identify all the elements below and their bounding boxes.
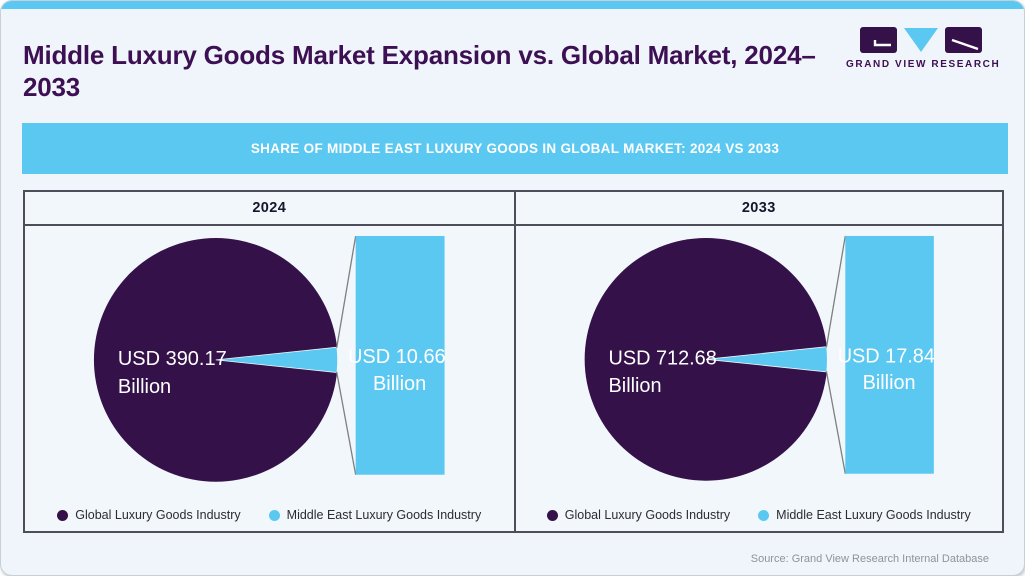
legend-2024: Global Luxury Goods Industry Middle East… bbox=[25, 508, 514, 522]
bar-value-label: USD 10.66 Billion bbox=[348, 346, 451, 395]
panel-2033: 2033 USD 712.68 Billion USD 17.84 Billio… bbox=[513, 192, 1003, 531]
logo-r-mark bbox=[951, 38, 979, 51]
pie-value-label: USD 390.17 Billion bbox=[118, 348, 232, 398]
pie-value-label: USD 712.68 Billion bbox=[608, 347, 722, 397]
legend-2033: Global Luxury Goods Industry Middle East… bbox=[516, 508, 1003, 522]
logo-left-block bbox=[860, 27, 897, 53]
panel-2024: 2024 USD 390.17 Billion USD 10.66 Billio… bbox=[25, 192, 514, 531]
section-banner: SHARE OF MIDDLE EAST LUXURY GOODS IN GLO… bbox=[22, 123, 1008, 174]
legend-item-middle-east: Middle East Luxury Goods Industry bbox=[758, 508, 971, 522]
global-legend-dot-icon bbox=[57, 509, 69, 521]
legend-item-middle-east: Middle East Luxury Goods Industry bbox=[268, 508, 482, 522]
middle-east-legend-dot-icon bbox=[758, 509, 770, 521]
middle-east-legend-dot-icon bbox=[268, 509, 280, 521]
legend-label-global: Global Luxury Goods Industry bbox=[75, 508, 241, 522]
gvr-logo-icon bbox=[860, 27, 982, 53]
bar-of-pie-chart-2033: USD 712.68 Billion USD 17.84 Billion bbox=[584, 235, 940, 481]
legend-item-global: Global Luxury Goods Industry bbox=[57, 508, 241, 522]
legend-label-middle-east: Middle East Luxury Goods Industry bbox=[286, 508, 482, 522]
top-accent-strip bbox=[1, 1, 1024, 9]
legend-label-global: Global Luxury Goods Industry bbox=[564, 508, 731, 522]
middle-east-bar bbox=[355, 235, 445, 475]
page-title: Middle Luxury Goods Market Expansion vs.… bbox=[23, 40, 816, 103]
global-legend-dot-icon bbox=[546, 509, 558, 521]
leader-line-top bbox=[825, 235, 846, 348]
logo-g-mark bbox=[873, 40, 891, 47]
section-banner-text: SHARE OF MIDDLE EAST LUXURY GOODS IN GLO… bbox=[250, 141, 780, 156]
legend-item-global: Global Luxury Goods Industry bbox=[546, 508, 731, 522]
bar-value-label: USD 17.84 Billion bbox=[837, 345, 940, 394]
logo-wordmark: GRAND VIEW RESEARCH bbox=[846, 59, 1001, 70]
gvr-logo: GRAND VIEW RESEARCH bbox=[846, 27, 1001, 70]
bar-of-pie-chart-2024: USD 390.17 Billion USD 10.66 Billion bbox=[93, 235, 451, 482]
leader-line-bottom bbox=[336, 371, 357, 475]
leader-line-bottom bbox=[825, 371, 846, 474]
legend-label-middle-east: Middle East Luxury Goods Industry bbox=[776, 508, 971, 522]
leader-line-top bbox=[336, 235, 357, 348]
panel-2024-body: USD 390.17 Billion USD 10.66 Billion Glo… bbox=[25, 226, 514, 529]
panel-2033-body: USD 712.68 Billion USD 17.84 Billion Glo… bbox=[516, 226, 1003, 529]
source-note: Source: Grand View Research Internal Dat… bbox=[750, 553, 989, 565]
comparison-table: 2024 USD 390.17 Billion USD 10.66 Billio… bbox=[23, 190, 1004, 533]
logo-v-triangle bbox=[904, 28, 938, 52]
panel-2024-header: 2024 bbox=[25, 192, 514, 226]
panel-2033-header: 2033 bbox=[515, 192, 1002, 226]
middle-east-bar bbox=[844, 235, 934, 474]
